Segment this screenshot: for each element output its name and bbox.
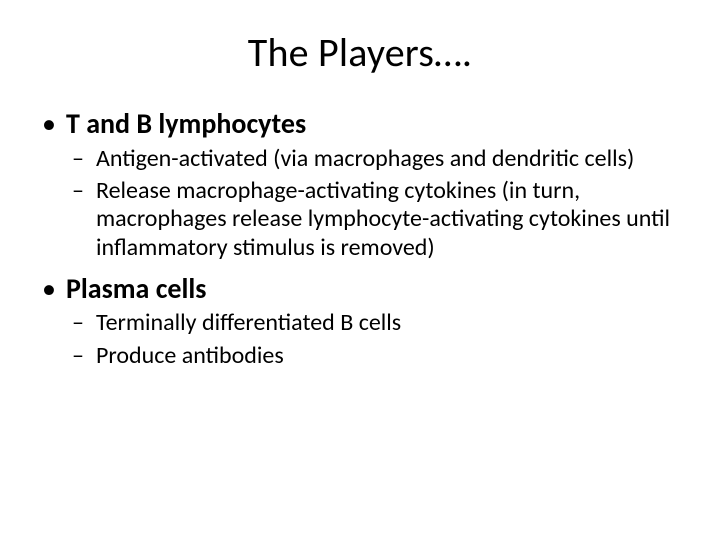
bullet-list-level1: T and B lymphocytes Antigen-activated (v… (38, 107, 682, 370)
bullet-text: Plasma cells (66, 271, 206, 306)
sub-bullet-text: Antigen-activated (via macrophages and d… (96, 144, 634, 173)
sub-bullet-item: Antigen-activated (via macrophages and d… (66, 145, 682, 173)
sub-bullet-text: Release macrophage-activating cytokines … (96, 176, 670, 262)
slide: The Players…. T and B lymphocytes Antige… (0, 0, 720, 540)
sub-bullet-item: Produce antibodies (66, 342, 682, 370)
bullet-item: Plasma cells Terminally differentiated B… (38, 272, 682, 370)
bullet-list-level2: Terminally differentiated B cells Produc… (66, 309, 682, 370)
bullet-text: T and B lymphocytes (66, 106, 306, 141)
sub-bullet-item: Release macrophage-activating cytokines … (66, 177, 682, 262)
bullet-item: T and B lymphocytes Antigen-activated (v… (38, 107, 682, 262)
sub-bullet-text: Terminally differentiated B cells (96, 308, 401, 337)
slide-title: The Players…. (0, 0, 720, 97)
sub-bullet-item: Terminally differentiated B cells (66, 309, 682, 337)
bullet-list-level2: Antigen-activated (via macrophages and d… (66, 145, 682, 262)
slide-body: T and B lymphocytes Antigen-activated (v… (0, 107, 720, 370)
sub-bullet-text: Produce antibodies (96, 341, 284, 370)
